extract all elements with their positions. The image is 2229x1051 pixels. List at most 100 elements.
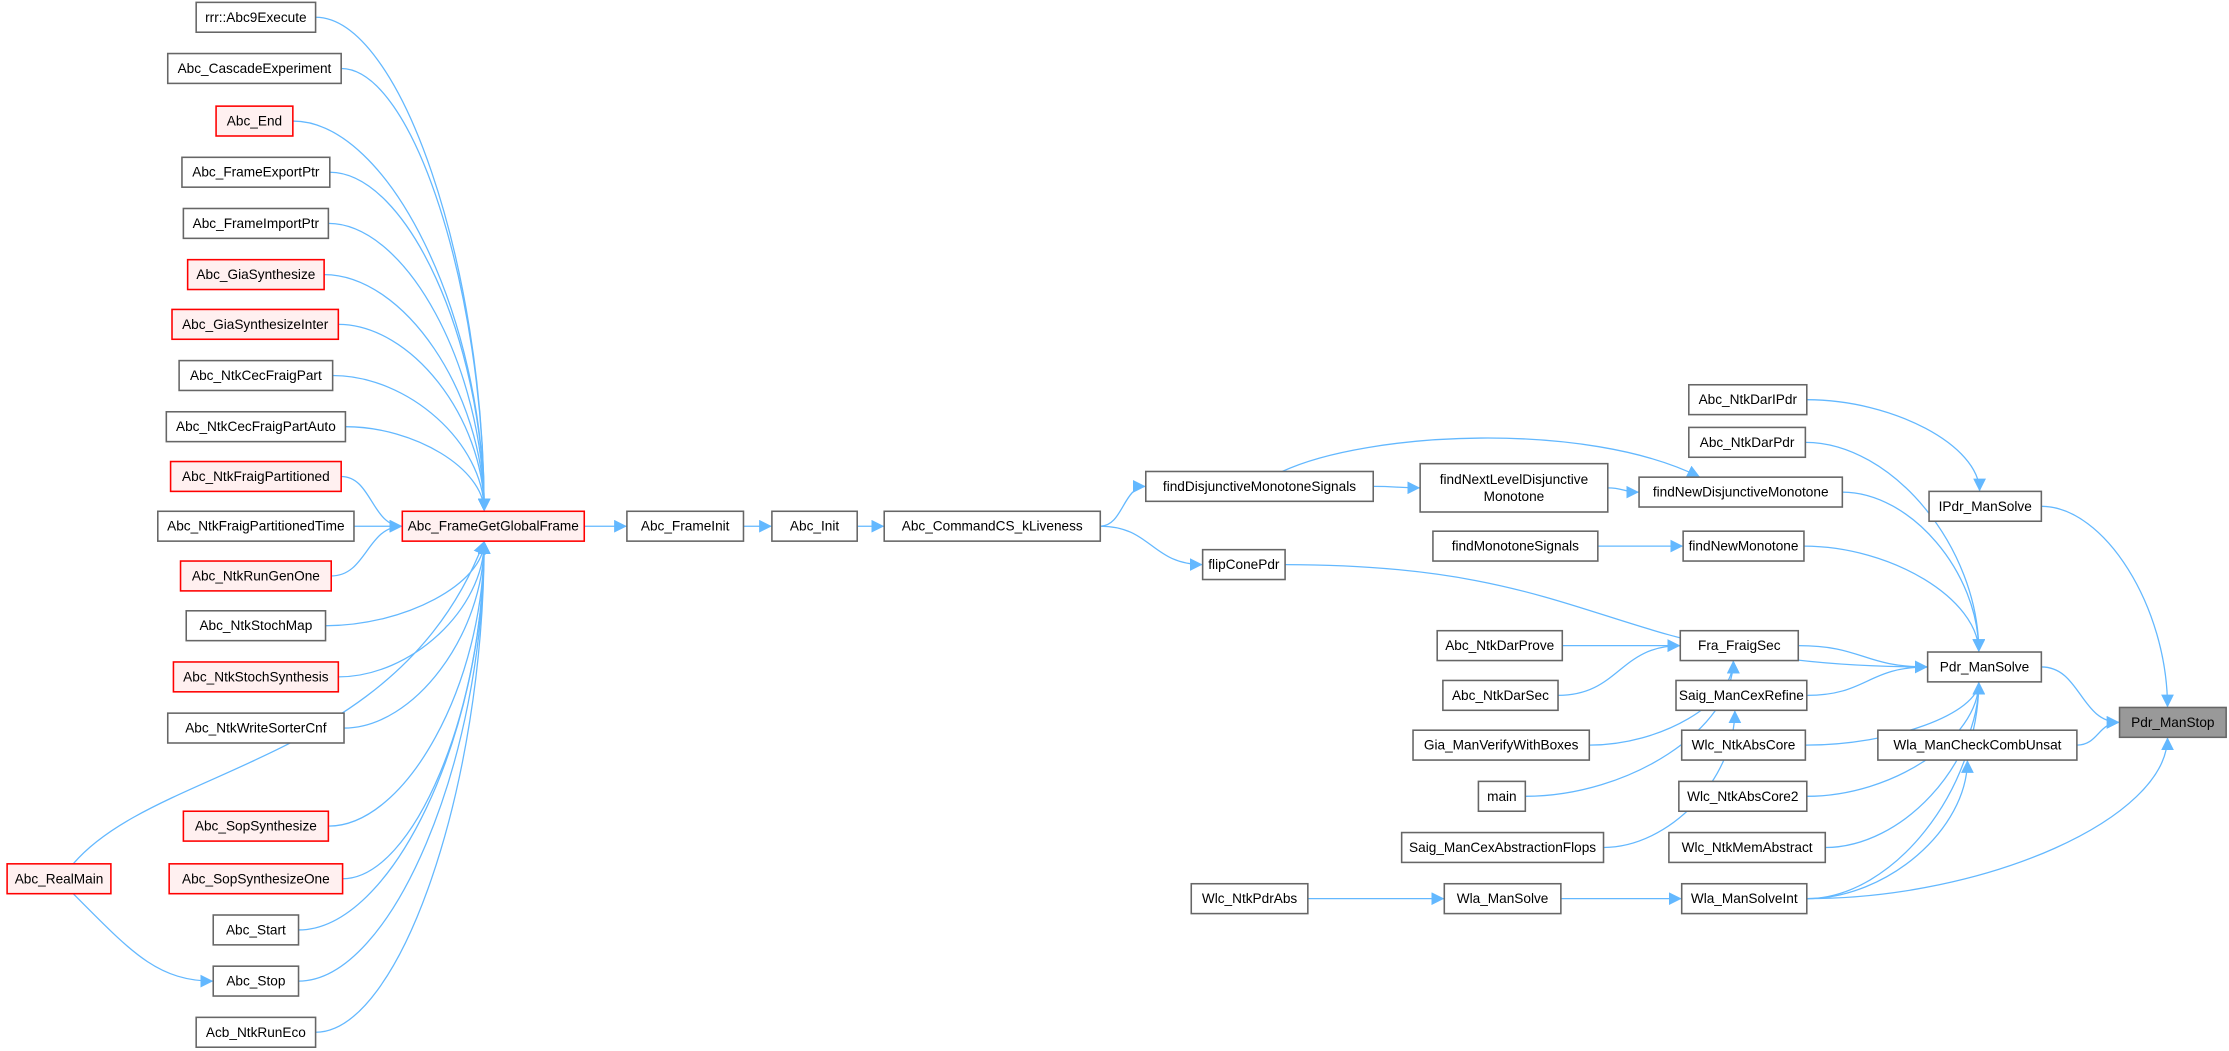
call-edge	[1806, 681, 1986, 900]
function-node[interactable]: Abc_NtkDarPdr	[1688, 426, 1807, 459]
function-node[interactable]: Abc_NtkWriteSorterCnf	[166, 712, 345, 744]
function-node[interactable]: Wla_ManSolve	[1443, 882, 1562, 915]
node-label: findDisjunctiveMonotoneSignals	[1163, 479, 1356, 494]
call-edge	[338, 541, 491, 678]
node-box	[401, 510, 586, 542]
function-node[interactable]: Wlc_NtkMemAbstract	[1668, 831, 1827, 864]
function-node[interactable]: Saig_ManCexRefine	[1675, 679, 1808, 712]
node-box	[182, 207, 330, 240]
call-edge	[298, 541, 491, 931]
function-node[interactable]: Abc_NtkDarIPdr	[1688, 383, 1808, 416]
node-box	[1680, 729, 1807, 761]
node-label: IPdr_ManSolve	[1939, 499, 2032, 514]
function-node[interactable]: Abc_FrameExportPtr	[181, 156, 331, 188]
function-node[interactable]: Saig_ManCexAbstractionFlops	[1400, 831, 1605, 864]
function-node[interactable]: Abc_RealMain	[6, 863, 112, 895]
node-label: Abc_NtkCecFraigPartAuto	[176, 419, 336, 434]
call-edge	[1803, 545, 1986, 653]
function-node[interactable]: Abc_SopSynthesizeOne	[168, 863, 344, 895]
function-node[interactable]: Abc_NtkCecFraigPart	[178, 359, 334, 392]
function-node[interactable]: Abc_NtkFraigPartitioned	[169, 460, 342, 493]
function-node[interactable]: main	[1477, 780, 1527, 813]
function-node[interactable]: findMonotoneSignals	[1432, 530, 1599, 562]
function-node[interactable]: Abc_NtkFraigPartitionedTime	[157, 510, 355, 542]
current-function-node[interactable]: Pdr_ManStop	[2118, 706, 2227, 739]
function-node[interactable]: Abc_NtkDarProve	[1436, 629, 1564, 662]
node-box	[1688, 383, 1808, 416]
call-edge	[345, 426, 491, 512]
node-box	[195, 1016, 317, 1048]
call-edge	[1806, 660, 1928, 697]
function-node[interactable]: Fra_FraigSec	[1679, 629, 1800, 662]
function-node[interactable]: Abc_NtkRunGenOne	[179, 560, 333, 592]
call-edge	[1281, 437, 1701, 478]
node-box	[1432, 530, 1599, 562]
function-node[interactable]: findNextLevelDisjunctive Monotone	[1419, 462, 1609, 513]
function-node[interactable]: Abc_FrameGetGlobalFrame	[401, 510, 586, 542]
node-box	[215, 105, 294, 137]
node-label: Monotone	[1484, 489, 1545, 504]
function-node[interactable]: Wlc_NtkAbsCore	[1680, 729, 1807, 761]
node-label: findNextLevelDisjunctive	[1440, 472, 1588, 487]
function-node[interactable]: Abc_GiaSynthesizeInter	[171, 308, 340, 341]
node-label: main	[1487, 789, 1517, 804]
function-node[interactable]: Abc_NtkCecFraigPartAuto	[165, 410, 347, 443]
function-node[interactable]: Wlc_NtkPdrAbs	[1190, 882, 1309, 915]
node-label: Wla_ManSolve	[1457, 891, 1549, 906]
node-box	[182, 810, 330, 842]
node-label: Abc_Stop	[226, 974, 285, 989]
call-edge	[2041, 505, 2174, 708]
node-box	[1419, 462, 1609, 513]
function-node[interactable]: Abc_SopSynthesize	[182, 810, 330, 842]
function-node[interactable]: Wla_ManCheckCombUnsat	[1877, 729, 2078, 761]
function-node[interactable]: Abc_Start	[212, 914, 300, 946]
function-node[interactable]: Abc_GiaSynthesize	[186, 258, 325, 291]
function-node[interactable]: Abc_NtkDarSec	[1442, 679, 1559, 712]
node-box	[2118, 706, 2227, 739]
node-label: Abc_NtkDarProve	[1445, 638, 1554, 653]
node-label: rrr::Abc9Execute	[205, 10, 306, 25]
node-box	[1144, 470, 1375, 503]
function-node[interactable]: Abc_NtkStochSynthesis	[172, 661, 340, 693]
function-node[interactable]: findNewMonotone	[1682, 530, 1805, 562]
node-label: Saig_ManCexRefine	[1679, 688, 1804, 703]
function-node[interactable]: Abc_FrameImportPtr	[182, 207, 330, 240]
call-edge	[1798, 644, 1928, 674]
node-label: Abc_NtkCecFraigPart	[190, 368, 322, 383]
function-node[interactable]: findNewDisjunctiveMonotone	[1638, 476, 1844, 508]
node-box	[1638, 476, 1844, 508]
node-label: Abc_CascadeExperiment	[178, 61, 332, 76]
node-label: Abc_NtkStochSynthesis	[183, 669, 329, 684]
function-node[interactable]: Abc_Init	[771, 510, 858, 542]
node-label: Wla_ManSolveInt	[1691, 891, 1798, 906]
function-node[interactable]: rrr::Abc9Execute	[195, 1, 317, 34]
function-node[interactable]: IPdr_ManSolve	[1928, 490, 2043, 523]
node-box	[166, 52, 342, 85]
node-box	[185, 610, 327, 642]
node-label: findNewDisjunctiveMonotone	[1653, 485, 1829, 500]
function-node[interactable]: Abc_NtkStochMap	[185, 610, 327, 642]
function-node[interactable]: Abc_Stop	[212, 965, 300, 997]
function-node[interactable]: findDisjunctiveMonotoneSignals	[1144, 470, 1375, 503]
node-label: Abc_GiaSynthesize	[196, 267, 315, 282]
function-node[interactable]: Abc_End	[215, 105, 294, 137]
call-edge	[329, 171, 491, 512]
function-node[interactable]: flipConePdr	[1201, 548, 1286, 581]
node-box	[212, 965, 300, 997]
node-box	[1668, 831, 1827, 864]
function-node[interactable]: Pdr_ManSolve	[1926, 651, 2043, 683]
function-node[interactable]: Wlc_NtkAbsCore2	[1678, 780, 1808, 813]
node-label: Abc_GiaSynthesizeInter	[182, 317, 329, 332]
node-label: Gia_ManVerifyWithBoxes	[1424, 738, 1579, 753]
node-label: flipConePdr	[1208, 557, 1280, 572]
function-node[interactable]: Abc_FrameInit	[626, 510, 745, 542]
call-edge	[1285, 563, 1928, 674]
node-box	[1679, 629, 1800, 662]
function-node[interactable]: Wla_ManSolveInt	[1680, 882, 1808, 915]
function-node[interactable]: Abc_CascadeExperiment	[166, 52, 342, 85]
node-label: Abc_NtkDarIPdr	[1699, 392, 1798, 407]
function-node[interactable]: Gia_ManVerifyWithBoxes	[1412, 729, 1591, 761]
function-node[interactable]: Acb_NtkRunEco	[195, 1016, 317, 1048]
node-box	[166, 712, 345, 744]
function-node[interactable]: Abc_CommandCS_kLiveness	[883, 510, 1102, 542]
